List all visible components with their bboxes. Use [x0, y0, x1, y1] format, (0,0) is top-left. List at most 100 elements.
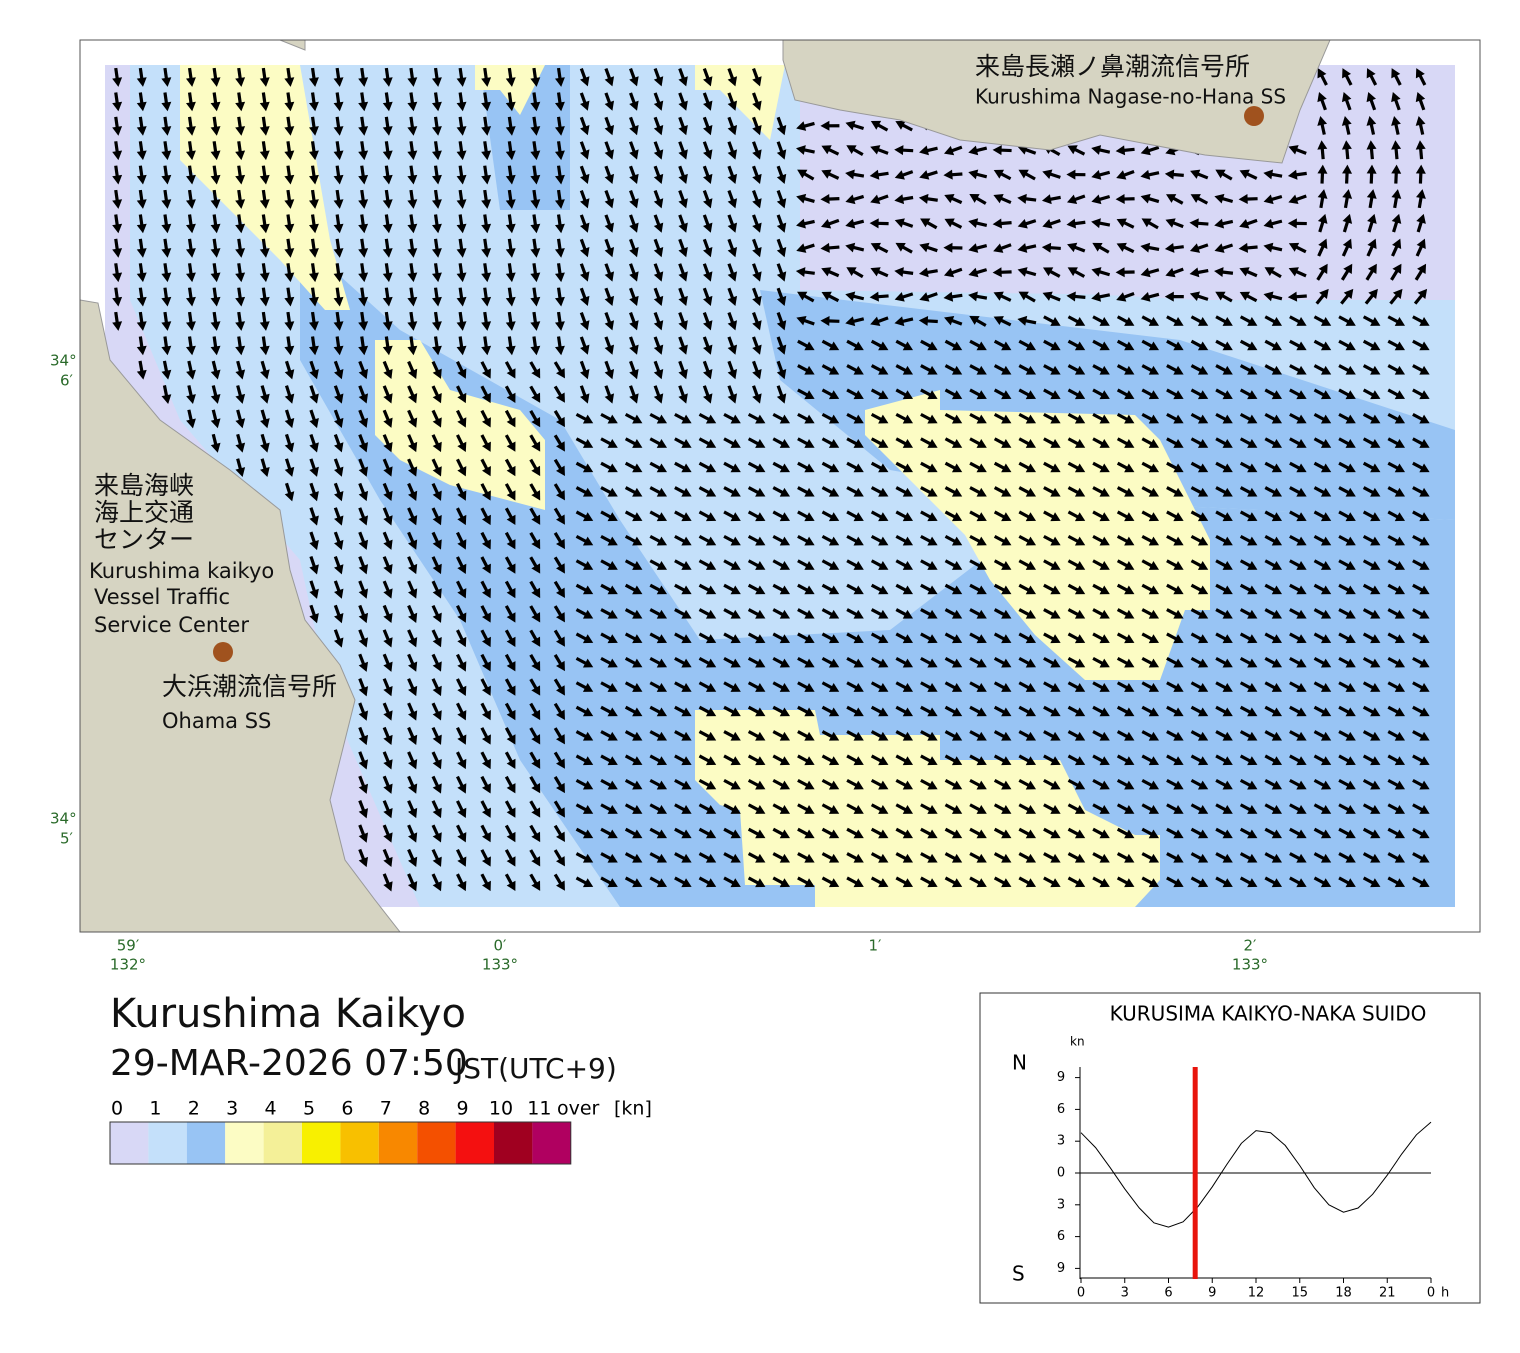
current-arrow [1289, 315, 1307, 326]
arrow-head [629, 344, 639, 355]
current-arrow [702, 263, 713, 282]
arrow-shaft [237, 214, 243, 227]
legend-label: 11 [527, 1098, 551, 1120]
arrow-head [1166, 194, 1177, 203]
current-arrow [308, 214, 319, 234]
arrow-shaft [1166, 437, 1179, 446]
current-arrow [530, 311, 541, 331]
current-arrow [210, 311, 221, 331]
arrow-head [457, 368, 467, 379]
arrow-shaft [876, 245, 889, 254]
current-arrow [944, 388, 963, 400]
arrow-shaft [1018, 364, 1031, 373]
arrow-head [530, 272, 541, 283]
arrow-head [260, 418, 270, 429]
current-arrow [797, 291, 815, 303]
current-arrow [969, 339, 987, 351]
arrow-head [1025, 390, 1037, 400]
arrow-head [580, 393, 590, 404]
current-arrow [1116, 242, 1135, 254]
current-arrow [846, 339, 864, 351]
arrow-shaft [310, 287, 316, 300]
arrow-head [796, 218, 806, 229]
current-arrow [1313, 364, 1332, 375]
arrow-head [407, 248, 418, 258]
vts-name: 海上交通 [94, 498, 194, 527]
current-arrow [1043, 412, 1061, 424]
arrow-head [308, 223, 319, 234]
current-arrow [260, 409, 270, 429]
arrow-shaft [1146, 245, 1160, 252]
arrow-shaft [1239, 437, 1252, 446]
arrow-shaft [433, 238, 439, 251]
arrow-shaft [556, 67, 562, 81]
current-arrow [407, 189, 418, 209]
arrow-head [1419, 487, 1430, 497]
arrow-head [1247, 463, 1258, 473]
arrow-head [604, 173, 615, 184]
arrow-shaft [1171, 220, 1184, 229]
arrow-shaft [1141, 412, 1154, 422]
arrow-head [582, 463, 594, 473]
current-arrow [358, 458, 369, 477]
arrow-head [1173, 341, 1184, 351]
legend-label: 4 [265, 1098, 277, 1120]
arrow-head [1366, 140, 1377, 150]
arrow-head [1263, 242, 1274, 253]
arrow-head [870, 242, 881, 252]
arrow-head [505, 77, 516, 87]
arrow-head [629, 198, 639, 209]
current-arrow [1067, 145, 1086, 156]
arrow-head [968, 145, 979, 156]
arrow-head [408, 368, 418, 379]
x-tick-label: 21 [1379, 1286, 1396, 1301]
arrow-shaft [286, 287, 292, 300]
current-arrow [136, 214, 147, 234]
arrow-shaft [507, 67, 513, 81]
arrow-shaft [187, 92, 193, 105]
current-arrow [649, 437, 668, 448]
current-arrow [1313, 412, 1332, 424]
arrow-head [919, 170, 930, 180]
arrow-shaft [1245, 171, 1258, 180]
arrow-shaft [480, 361, 489, 374]
current-arrow [530, 116, 541, 136]
arrow-head [1394, 439, 1406, 448]
arrow-shaft [1141, 364, 1154, 373]
arrow-shaft [138, 360, 144, 374]
arrow-shaft [1387, 437, 1400, 446]
arrow-head [1419, 414, 1430, 424]
arrow-head [1342, 238, 1352, 249]
current-arrow [1263, 194, 1283, 205]
arrow-head [580, 125, 590, 136]
current-arrow [919, 292, 938, 302]
arrow-head [334, 442, 344, 453]
arrow-head [1115, 145, 1126, 156]
arrow-head [284, 272, 295, 283]
arrow-shaft [870, 388, 883, 398]
arrow-head [185, 174, 196, 185]
arrow-shaft [901, 270, 914, 275]
current-arrow [969, 364, 987, 375]
arrow-shaft [993, 339, 1006, 349]
arrow-head [1091, 291, 1102, 302]
arrow-head [530, 248, 541, 258]
current-arrow [309, 409, 319, 429]
arrow-shaft [827, 171, 840, 180]
arrow-shaft [1092, 486, 1105, 495]
current-arrow [702, 336, 713, 355]
current-arrow [333, 189, 344, 209]
arrow-shaft [335, 336, 341, 349]
current-arrow [1366, 140, 1377, 160]
arrow-shaft [458, 263, 464, 276]
arrow-shaft [1264, 461, 1277, 471]
arrow-head [678, 222, 688, 233]
arrow-head [1116, 170, 1127, 180]
arrow-head [580, 149, 590, 160]
current-arrow [1264, 267, 1282, 279]
current-arrow [1289, 339, 1307, 351]
arrow-shaft [1341, 244, 1350, 257]
current-arrow [530, 92, 541, 112]
current-arrow [752, 311, 762, 331]
arrow-head [136, 174, 147, 185]
